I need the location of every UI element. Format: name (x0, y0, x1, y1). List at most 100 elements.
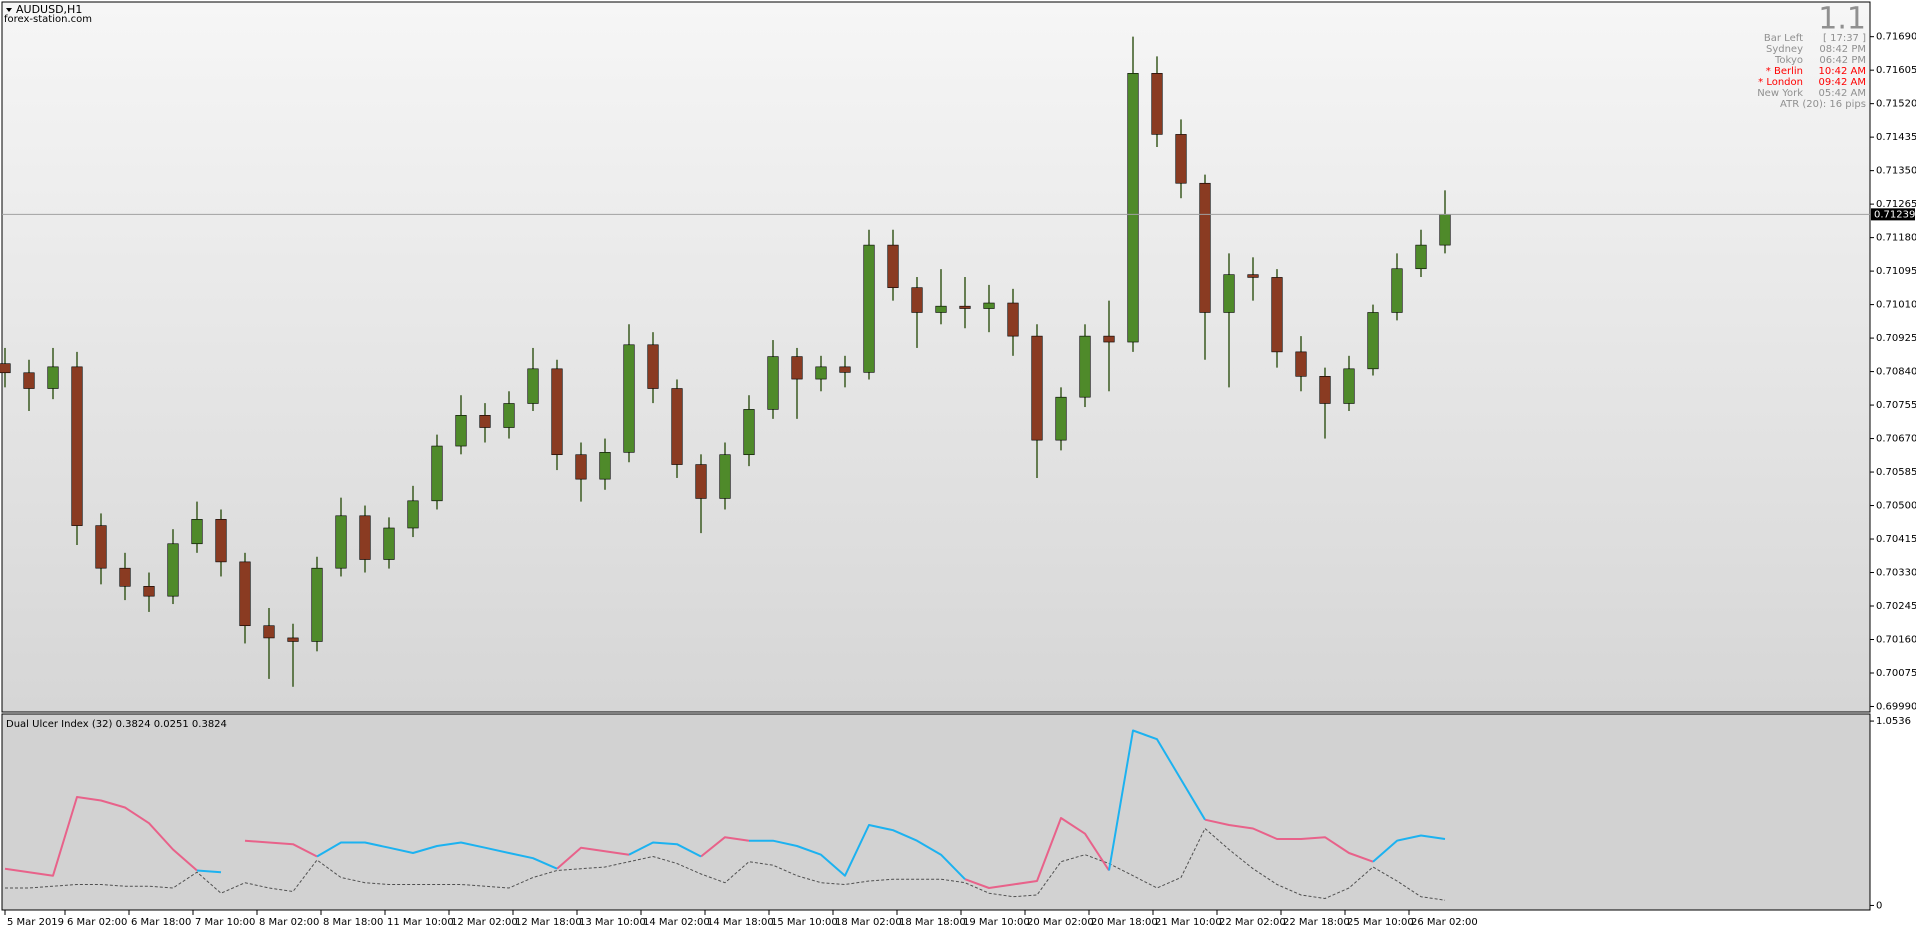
candle-body (863, 244, 875, 373)
candle-body (311, 567, 323, 642)
candle-body (767, 356, 779, 410)
candle-body (1271, 277, 1283, 353)
y-tick-label: 0.70500 (1876, 501, 1916, 512)
x-tick-label: 22 Mar 02:00 (1219, 917, 1286, 928)
candle-body (71, 366, 83, 526)
current-price-box (1871, 208, 1915, 221)
candle-body (1151, 73, 1163, 135)
candle-body (527, 368, 539, 404)
y-tick-label: 0.70075 (1876, 668, 1916, 679)
info-label: * London (1758, 77, 1803, 88)
candle-body (1079, 335, 1091, 398)
x-tick-label: 22 Mar 18:00 (1283, 917, 1350, 928)
candle-body (887, 244, 899, 288)
candle-body (47, 366, 59, 389)
candle-body (1415, 244, 1427, 270)
candle-body (215, 519, 227, 563)
x-tick-label: 14 Mar 18:00 (707, 917, 774, 928)
info-value: 10:42 AM (1819, 66, 1866, 77)
y-tick-label: 0.70330 (1876, 568, 1916, 579)
symbol-label: AUDUSD,H1 (16, 3, 82, 16)
y-tick-label: 0.70415 (1876, 534, 1916, 545)
candle-body (1103, 335, 1115, 343)
x-tick-label: 8 Mar 02:00 (259, 917, 319, 928)
main-pane (1, 1, 1871, 713)
y-tick-label: 0.69990 (1876, 701, 1916, 712)
candle-body (143, 586, 155, 597)
candle-body (503, 403, 515, 428)
y-tick-label: 0.70160 (1876, 635, 1916, 646)
y-tick-label: 0.70670 (1876, 434, 1916, 445)
candle-body (839, 366, 851, 373)
candle-body (575, 454, 587, 480)
candle-body (1031, 335, 1043, 441)
candle-body (0, 363, 11, 374)
y-tick-label: 0.70245 (1876, 601, 1916, 612)
signal-line (5, 828, 1446, 901)
x-tick-label: 19 Mar 10:00 (963, 917, 1030, 928)
candle-body (263, 625, 275, 639)
x-tick-label: 14 Mar 02:00 (643, 917, 710, 928)
y-tick-label: 0.71435 (1876, 132, 1916, 143)
x-tick-label: 12 Mar 02:00 (451, 917, 518, 928)
y-tick-label: 1.0536 (1876, 716, 1911, 727)
info-label: Sydney (1766, 44, 1803, 55)
info-label: * Berlin (1766, 66, 1803, 77)
x-tick-label: 15 Mar 10:00 (771, 917, 838, 928)
y-tick-label: 0.71605 (1876, 65, 1916, 76)
x-tick-label: 18 Mar 18:00 (899, 917, 966, 928)
candle-body (551, 368, 563, 456)
candle-body (1223, 274, 1235, 313)
x-tick-label: 8 Mar 18:00 (323, 917, 383, 928)
candle-body (1343, 368, 1355, 404)
x-tick-label: 11 Mar 10:00 (387, 917, 454, 928)
candle-body (695, 464, 707, 499)
info-value: 09:42 AM (1819, 77, 1866, 88)
candle-body (407, 500, 419, 529)
candle-body (167, 543, 179, 597)
candle-body (383, 527, 395, 560)
x-tick-label: 6 Mar 02:00 (67, 917, 127, 928)
candle-body (983, 302, 995, 309)
candle-body (1439, 214, 1451, 246)
y-tick-label: 0.71010 (1876, 300, 1916, 311)
candle-body (815, 366, 827, 380)
y-tick-label: 0.71520 (1876, 99, 1916, 110)
candle-body (1175, 134, 1187, 184)
info-label: Bar Left (1764, 33, 1803, 44)
candle-body (431, 445, 443, 502)
x-tick-label: 21 Mar 10:00 (1155, 917, 1222, 928)
x-tick-label: 6 Mar 18:00 (131, 917, 191, 928)
info-value: 08:42 PM (1819, 44, 1866, 55)
candle-body (95, 525, 107, 569)
info-label: ATR (20): 16 pips (1780, 99, 1866, 110)
menu-arrow (6, 8, 12, 12)
indicator-title: Dual Ulcer Index (32) 0.3824 0.0251 0.38… (6, 719, 227, 730)
candle-body (911, 287, 923, 313)
candle-body (359, 515, 371, 560)
candle-body (935, 305, 947, 313)
info-big: 1.1 (1818, 2, 1866, 37)
x-tick-label: 5 Mar 2019 (7, 917, 64, 928)
y-tick-label: 0.71265 (1876, 199, 1916, 210)
candle-body (287, 637, 299, 642)
candle-body (647, 344, 659, 389)
candle-body (1247, 274, 1259, 278)
indicator-pane (1, 713, 1871, 911)
candle-body (719, 454, 731, 499)
x-tick-label: 26 Mar 02:00 (1411, 917, 1478, 928)
info-label: Tokyo (1774, 55, 1803, 66)
current-price-label: 0.71239 (1874, 209, 1915, 220)
candle-body (623, 344, 635, 453)
x-tick-label: 18 Mar 02:00 (835, 917, 902, 928)
info-value: [ 17:37 ] (1823, 33, 1866, 44)
x-tick-label: 7 Mar 10:00 (195, 917, 255, 928)
candle-body (335, 515, 347, 569)
candle-body (1367, 312, 1379, 370)
candle-body (599, 452, 611, 480)
x-tick-label: 13 Mar 10:00 (579, 917, 646, 928)
site-label: forex-station.com (4, 14, 92, 25)
candle-body (455, 415, 467, 447)
candle-body (959, 305, 971, 309)
